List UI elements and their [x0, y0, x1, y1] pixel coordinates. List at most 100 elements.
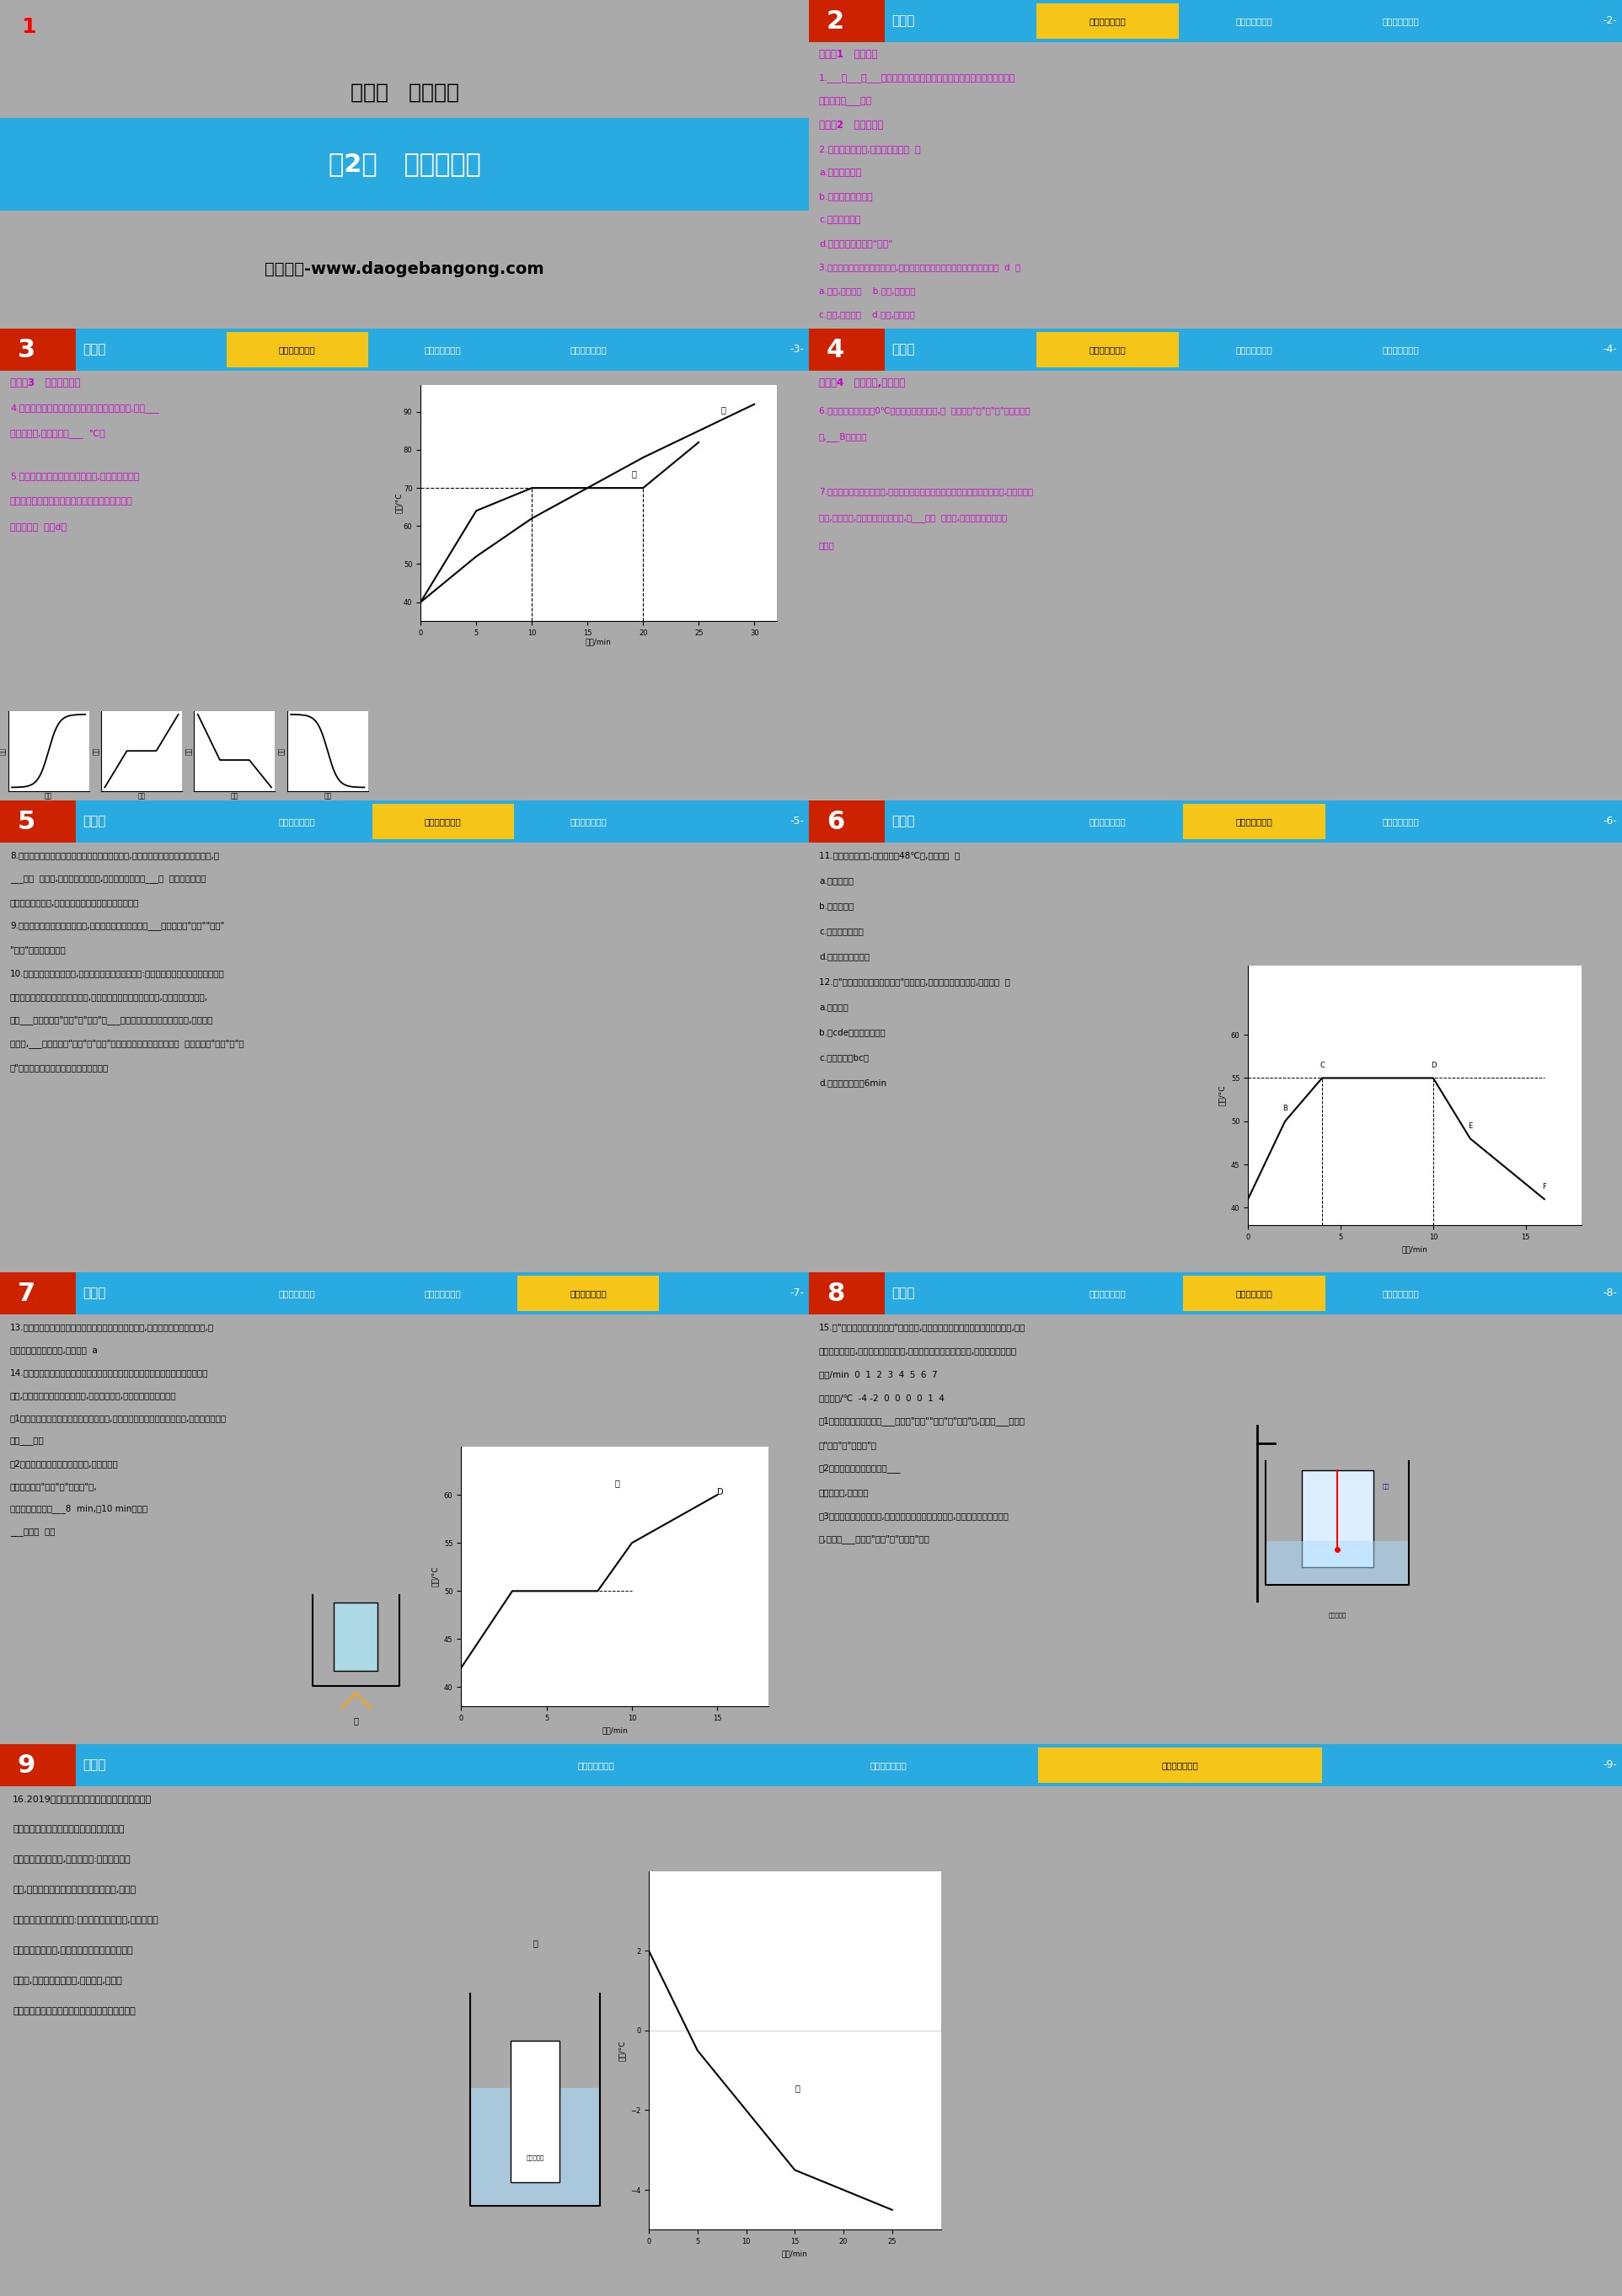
Text: 下降,水结成冰,而橘子并没有被冻坏,这___放热  的缘故,使橘子温度不会降得: 下降,水结成冰,而橘子并没有被冻坏,这___放热 的缘故,使橘子温度不会降得 — [819, 514, 1007, 523]
Text: 变化名称）成固态,令人垂涎欲滴的冰糖葫芦就做好了。: 变化名称）成固态,令人垂涎欲滴的冰糖葫芦就做好了。 — [10, 898, 139, 907]
Text: 第三章: 第三章 — [892, 1288, 915, 1300]
FancyBboxPatch shape — [0, 119, 809, 211]
FancyBboxPatch shape — [809, 801, 1622, 843]
Text: 甲: 甲 — [795, 2082, 800, 2092]
Text: （3）观察冰的熔化实验后,小华发现冰块已经开始熔化了,他认为熔化时不需要吸: （3）观察冰的熔化实验后,小华发现冰块已经开始熔化了,他认为熔化时不需要吸 — [819, 1511, 1009, 1520]
Y-axis label: 温度/°C: 温度/°C — [431, 1566, 440, 1587]
FancyBboxPatch shape — [0, 328, 76, 370]
Text: -9-: -9- — [1603, 1759, 1617, 1770]
Text: 知识点1   物态变化: 知识点1 物态变化 — [819, 48, 878, 60]
Text: 知识要点基础练: 知识要点基础练 — [1090, 344, 1126, 354]
Text: C: C — [1320, 1061, 1325, 1070]
Y-axis label: 温度/°C: 温度/°C — [1218, 1086, 1226, 1107]
X-axis label: 时间: 时间 — [45, 792, 52, 799]
Text: 综合能力提升练: 综合能力提升练 — [1236, 344, 1273, 354]
Text: 综合能力提升练: 综合能力提升练 — [425, 344, 461, 354]
Text: （1）将固体物质和温度计分别放入试管内,再将试管放入大烧杯的水中加热,这样加热固体的: （1）将固体物质和温度计分别放入试管内,再将试管放入大烧杯的水中加热,这样加热固… — [10, 1414, 227, 1421]
Text: d.三种情况都有可能: d.三种情况都有可能 — [819, 953, 869, 960]
Text: 拓展探究突破练: 拓展探究突破练 — [1382, 1288, 1419, 1297]
Text: 4: 4 — [827, 338, 845, 363]
Text: 伤。小明分析了冰瀑子形成的原因,原来是雪后楼顶上集累一层雪,白天在太阳照射下,: 伤。小明分析了冰瀑子形成的原因,原来是雪后楼顶上集累一层雪,白天在太阳照射下, — [10, 992, 208, 1001]
Text: 该物质的熔化过程___8  min,至10 min该物质: 该物质的熔化过程___8 min,至10 min该物质 — [10, 1504, 148, 1513]
Text: 9.沙粒的铁锅坏了不能用焊锡补,是因为炒菜时锅的温度会___大于（均填"高于""等于": 9.沙粒的铁锅坏了不能用焊锡补,是因为炒菜时锅的温度会___大于（均填"高于""… — [10, 921, 224, 930]
Text: （2）实验结束积冰的目的是___: （2）实验结束积冰的目的是___ — [819, 1465, 902, 1474]
Text: 综合能力提升练: 综合能力提升练 — [869, 1761, 907, 1770]
FancyBboxPatch shape — [809, 0, 1622, 41]
FancyBboxPatch shape — [0, 1745, 1622, 1786]
Text: 知识要点基础练: 知识要点基础练 — [279, 344, 316, 354]
Text: 15.在"探究冰和蜡烛熔化规律"的实验中,小华把碎冰的和蜡烛块分别装入试管后,先探: 15.在"探究冰和蜡烛熔化规律"的实验中,小华把碎冰的和蜡烛块分别装入试管后,先… — [819, 1322, 1025, 1332]
FancyBboxPatch shape — [809, 1272, 884, 1313]
FancyBboxPatch shape — [0, 1272, 809, 1313]
Bar — [334, 1603, 378, 1671]
Text: 知识要点基础练: 知识要点基础练 — [279, 817, 316, 827]
FancyBboxPatch shape — [517, 1277, 659, 1311]
Text: 2.下列物态变化中,属于熔化的是（  ）: 2.下列物态变化中,属于熔化的是（ ） — [819, 145, 921, 154]
Text: 拓展探究突破练: 拓展探究突破练 — [1382, 817, 1419, 827]
Text: 16.2019年春节前的大雪给人民群众的生活、生产: 16.2019年春节前的大雪给人民群众的生活、生产 — [13, 1795, 152, 1802]
Text: 11.对海波进行加热,在温度达到48℃时,其状态（  ）: 11.对海波进行加热,在温度达到48℃时,其状态（ ） — [819, 852, 960, 859]
Text: 拓展探究突破练: 拓展探究突破练 — [1161, 1761, 1199, 1770]
Text: 4.如图是两种物质熔化时温度随时间变化的曲线,其中___: 4.如图是两种物质熔化时温度随时间变化的曲线,其中___ — [10, 404, 159, 413]
Text: c.秋天,露打枝头    d.冬天,冰封湖面: c.秋天,露打枝头 d.冬天,冰封湖面 — [819, 310, 915, 319]
X-axis label: 时间: 时间 — [324, 792, 331, 799]
Text: a.铁块化成铁水: a.铁块化成铁水 — [819, 168, 861, 177]
Text: 6.用质量相等、温度为0℃的冰和冰水冷却食物,（  ）（选填"冰"或"水"）的效果较: 6.用质量相等、温度为0℃的冰和冰水冷却食物,（ ）（选填"冰"或"水"）的效果… — [819, 406, 1030, 416]
Bar — [470, 2087, 600, 2206]
Text: 第三章: 第三章 — [83, 1759, 105, 1773]
Text: 拓展探究突破练: 拓展探究突破练 — [569, 344, 607, 354]
FancyBboxPatch shape — [0, 801, 809, 843]
FancyBboxPatch shape — [1330, 2, 1471, 39]
Text: d.水沸腾时水面出现"白气": d.水沸腾时水面出现"白气" — [819, 239, 892, 248]
Text: 安装器材时,试管不能: 安装器材时,试管不能 — [819, 1488, 869, 1497]
FancyBboxPatch shape — [1182, 2, 1325, 39]
Text: 综合能力提升练: 综合能力提升练 — [1236, 817, 1273, 827]
Text: 8.冰糖葫芦的制作方法是将洗净的山楂穿在竹签上,然后将一定量白砂糖放入锅中加热,持: 8.冰糖葫芦的制作方法是将洗净的山楂穿在竹签上,然后将一定量白砂糖放入锅中加热,… — [10, 852, 219, 859]
Text: d.凝固过程持续了6min: d.凝固过程持续了6min — [819, 1079, 887, 1086]
Text: 乙: 乙 — [720, 404, 727, 413]
Text: D: D — [324, 813, 331, 820]
Text: 容器盛好放入冰箱,探究盐水的凝固过程。每隔一: 容器盛好放入冰箱,探究盐水的凝固过程。每隔一 — [13, 1947, 133, 1954]
FancyBboxPatch shape — [0, 801, 76, 843]
Text: 质后,可能会对水的固液点产生影响。为此,他进行: 质后,可能会对水的固液点产生影响。为此,他进行 — [13, 1885, 136, 1894]
Y-axis label: 温度/°C: 温度/°C — [394, 494, 402, 514]
Text: b.一定是固态: b.一定是固态 — [819, 902, 853, 909]
Text: 过低。: 过低。 — [819, 542, 835, 549]
FancyBboxPatch shape — [1330, 804, 1471, 840]
Text: 2: 2 — [827, 9, 845, 32]
FancyBboxPatch shape — [809, 1272, 1622, 1313]
Text: 1: 1 — [21, 16, 36, 37]
Text: a.一定是液体: a.一定是液体 — [819, 877, 853, 884]
Text: -7-: -7- — [790, 1288, 805, 1300]
Text: 6: 6 — [827, 808, 845, 833]
Text: -8-: -8- — [1603, 1288, 1617, 1300]
FancyBboxPatch shape — [1038, 1747, 1322, 1784]
Text: ___液共存  志。: ___液共存 志。 — [10, 1527, 55, 1536]
Text: 知识要点基础练: 知识要点基础练 — [577, 1761, 615, 1770]
Text: c.一定是固液并存: c.一定是固液并存 — [819, 928, 863, 934]
Text: 第三章   物态变化: 第三章 物态变化 — [350, 83, 459, 101]
FancyBboxPatch shape — [0, 1272, 76, 1313]
Text: 了下列探究过程的结构性:小盆放了一些盐水中,并把盐水用: 了下列探究过程的结构性:小盆放了一些盐水中,并把盐水用 — [13, 1915, 159, 1924]
Text: 综合能力提升练: 综合能力提升练 — [1236, 1288, 1273, 1297]
Text: 8: 8 — [827, 1281, 845, 1306]
Text: 知识点4   熔化吸热,凝固放热: 知识点4 熔化吸热,凝固放热 — [819, 379, 905, 388]
Y-axis label: 温度: 温度 — [0, 746, 6, 755]
Text: 第三章: 第三章 — [892, 14, 915, 28]
Text: 拓展探究突破练: 拓展探究突破练 — [569, 817, 607, 827]
Text: 知识要点基础练: 知识要点基础练 — [1090, 817, 1126, 827]
X-axis label: 时间/min: 时间/min — [782, 2250, 808, 2257]
Text: 热"）。久之形成大冰瀑于顶下安全隐患。: 热"）。久之形成大冰瀑于顶下安全隐患。 — [10, 1063, 109, 1072]
Text: 确地画出了如图所示的四幅图像。其中属于非晶体: 确地画出了如图所示的四幅图像。其中属于非晶体 — [10, 498, 133, 505]
FancyBboxPatch shape — [1182, 333, 1325, 367]
Text: 综合能力提升练: 综合能力提升练 — [1236, 16, 1273, 25]
Text: 好,___B收热量。: 好,___B收热量。 — [819, 432, 868, 441]
Text: 部分___吸热（选填"吸热"或"放热"）___熔化（填物态变化名称）成水,水从楼顶: 部分___吸热（选填"吸热"或"放热"）___熔化（填物态变化名称）成水,水从楼… — [10, 1015, 214, 1024]
Text: 知识要点基础练: 知识要点基础练 — [1090, 16, 1126, 25]
Text: a.春天,积雪消融    b.夏天,雾绕丛林: a.春天,积雪消融 b.夏天,雾绕丛林 — [819, 287, 915, 294]
FancyBboxPatch shape — [746, 1747, 1030, 1784]
FancyBboxPatch shape — [0, 1745, 76, 1786]
Text: 烧杯中的冰熔化一半时,试管中的  a: 烧杯中的冰熔化一半时,试管中的 a — [10, 1345, 104, 1355]
Text: 第2节   熔化和凝固: 第2节 熔化和凝固 — [328, 152, 480, 177]
Text: 拓展探究突破练: 拓展探究突破练 — [1382, 344, 1419, 354]
